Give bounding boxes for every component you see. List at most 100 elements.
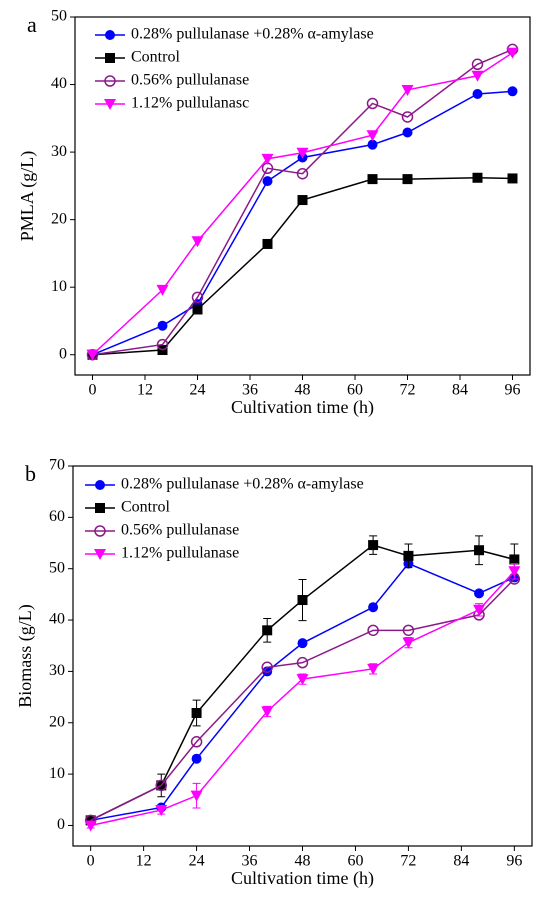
legend-label: 1.12% pullulanase	[121, 545, 239, 562]
marker	[471, 58, 484, 71]
x-tick-label: 96	[506, 853, 522, 870]
marker	[508, 566, 521, 578]
marker	[472, 172, 483, 183]
y-axis-label: PMLA (g/L)	[17, 151, 38, 242]
marker	[262, 625, 273, 636]
marker	[192, 304, 203, 315]
y-tick-label: 40	[51, 75, 67, 92]
marker	[191, 708, 202, 718]
x-tick-label: 36	[242, 382, 258, 399]
marker	[296, 674, 309, 686]
marker	[86, 349, 99, 361]
marker	[507, 86, 518, 97]
marker	[262, 238, 273, 249]
marker	[296, 147, 309, 159]
y-tick-label: 50	[51, 8, 67, 25]
x-tick-label: 24	[190, 382, 206, 399]
series-line	[92, 90, 513, 356]
y-tick-label: 30	[49, 662, 65, 679]
y-tick-label: 50	[49, 559, 65, 576]
marker	[261, 661, 273, 674]
y-tick-label: 10	[51, 278, 67, 295]
marker	[403, 550, 414, 561]
marker	[296, 167, 309, 180]
y-tick-label: 10	[49, 765, 65, 782]
marker	[474, 545, 485, 556]
marker	[191, 291, 204, 304]
legend-label: 0.28% pullulanase +0.28% α-amylase	[121, 476, 364, 493]
marker	[506, 47, 519, 59]
marker	[368, 602, 379, 613]
x-axis-label: Cultivation time (h)	[231, 397, 374, 418]
marker	[104, 99, 116, 110]
chart: 0 12 24 36 48 60 72 84 96 0 10 20 30 40 50 60 70 b Cultiva…	[15, 457, 533, 889]
marker	[157, 320, 168, 331]
marker	[156, 284, 169, 296]
marker	[105, 30, 115, 40]
marker	[190, 736, 203, 748]
marker	[507, 173, 518, 184]
x-axis-label: Cultivation time (h)	[231, 868, 374, 889]
marker	[401, 111, 414, 123]
x-tick-label: 96	[505, 382, 521, 399]
marker	[402, 637, 415, 649]
marker	[155, 805, 168, 817]
marker	[155, 779, 168, 792]
y-tick-label: 0	[59, 345, 67, 362]
legend-label: 0.56% pullulanase	[121, 522, 239, 539]
marker	[368, 540, 379, 551]
y-tick-label: 20	[51, 210, 67, 227]
x-tick-label: 60	[347, 853, 363, 870]
marker	[94, 549, 106, 560]
marker	[95, 480, 105, 490]
y-tick-label: 60	[49, 508, 65, 525]
marker	[367, 174, 378, 185]
marker	[297, 195, 308, 206]
series-line	[92, 48, 513, 356]
marker	[262, 176, 273, 187]
marker	[472, 89, 483, 100]
marker	[402, 127, 413, 138]
marker	[94, 525, 106, 537]
marker	[401, 84, 414, 96]
marker	[297, 595, 308, 606]
x-tick-label: 12	[137, 382, 153, 399]
legend-label: Control	[131, 49, 180, 66]
x-tick-label: 12	[136, 853, 152, 870]
marker	[191, 236, 204, 248]
marker	[261, 706, 274, 718]
x-tick-label: 48	[295, 853, 311, 870]
marker	[471, 70, 484, 82]
x-tick-label: 60	[347, 382, 363, 399]
marker	[367, 624, 379, 637]
marker	[402, 174, 413, 185]
y-tick-label: 70	[49, 457, 65, 474]
x-tick-label: 24	[189, 853, 205, 870]
marker	[105, 53, 115, 63]
marker	[190, 790, 203, 802]
marker	[191, 753, 202, 764]
legend-label: 0.56% pullulanase	[131, 72, 249, 89]
y-tick-label: 30	[51, 143, 67, 160]
marker	[104, 75, 116, 87]
y-tick-label: 40	[49, 611, 65, 628]
marker	[156, 338, 169, 351]
legend-label: 0.28% pullulanase +0.28% α-amylase	[131, 26, 374, 43]
panel-label: a	[27, 12, 37, 37]
x-tick-label: 0	[87, 853, 95, 870]
legend-label: Control	[121, 499, 170, 516]
marker	[366, 97, 379, 110]
y-axis-label: Biomass (g/L)	[15, 604, 36, 708]
marker	[95, 503, 105, 513]
x-tick-label: 48	[295, 382, 311, 399]
panel-label: b	[25, 461, 36, 486]
y-tick-label: 20	[49, 713, 65, 730]
x-tick-label: 84	[452, 382, 468, 399]
marker	[509, 554, 520, 565]
marker	[367, 139, 378, 150]
y-tick-label: 0	[57, 816, 65, 833]
marker	[402, 624, 415, 637]
marker	[473, 604, 486, 616]
marker	[366, 130, 379, 142]
